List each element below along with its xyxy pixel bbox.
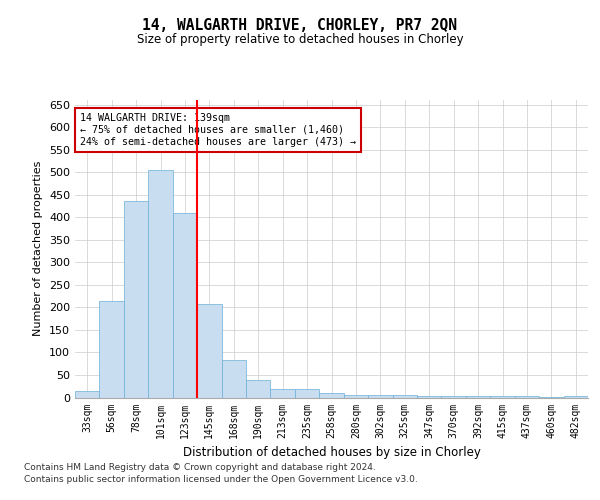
Bar: [442, 396, 466, 398]
Bar: [417, 396, 442, 398]
Y-axis label: Number of detached properties: Number of detached properties: [34, 161, 43, 336]
Bar: [271, 390, 295, 398]
Bar: [197, 304, 221, 398]
X-axis label: Distribution of detached houses by size in Chorley: Distribution of detached houses by size …: [182, 446, 481, 459]
Bar: [392, 395, 417, 398]
Text: Size of property relative to detached houses in Chorley: Size of property relative to detached ho…: [137, 32, 463, 46]
Text: Contains public sector information licensed under the Open Government Licence v3: Contains public sector information licen…: [24, 475, 418, 484]
Bar: [539, 396, 563, 398]
Bar: [466, 396, 490, 398]
Bar: [75, 390, 100, 398]
Bar: [295, 390, 319, 398]
Bar: [221, 360, 246, 398]
Bar: [100, 302, 124, 398]
Text: 14 WALGARTH DRIVE: 139sqm
← 75% of detached houses are smaller (1,460)
24% of se: 14 WALGARTH DRIVE: 139sqm ← 75% of detac…: [80, 114, 356, 146]
Bar: [344, 395, 368, 398]
Bar: [490, 396, 515, 398]
Bar: [319, 393, 344, 398]
Bar: [148, 170, 173, 398]
Bar: [368, 395, 392, 398]
Bar: [515, 396, 539, 398]
Bar: [173, 212, 197, 398]
Bar: [563, 396, 588, 398]
Text: Contains HM Land Registry data © Crown copyright and database right 2024.: Contains HM Land Registry data © Crown c…: [24, 464, 376, 472]
Text: 14, WALGARTH DRIVE, CHORLEY, PR7 2QN: 14, WALGARTH DRIVE, CHORLEY, PR7 2QN: [143, 18, 458, 32]
Bar: [246, 380, 271, 398]
Bar: [124, 200, 148, 398]
